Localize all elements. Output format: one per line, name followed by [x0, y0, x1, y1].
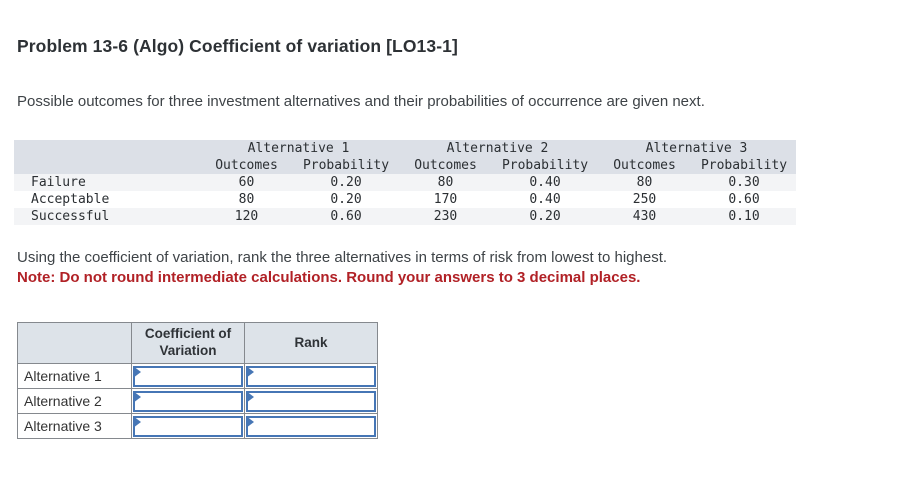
alt1-coefficient-input[interactable]: [135, 367, 241, 385]
answer-row-alt1: Alternative 1: [17, 363, 378, 389]
answer-row-alt2: Alternative 2: [17, 388, 378, 414]
answer-header-coefficient: Coefficient of Variation: [131, 322, 245, 364]
data-cell: 0.10: [728, 209, 760, 224]
alt3-coefficient-cell: [131, 413, 245, 439]
alt1-rank-inputbox[interactable]: [246, 365, 376, 387]
data-cell: 250: [632, 192, 657, 207]
data-cell: 0.30: [728, 175, 760, 190]
data-cell: 0.20: [330, 175, 362, 190]
answer-header-rank: Rank: [244, 322, 378, 364]
answer-row-label: Alternative 2: [17, 388, 132, 414]
alt2-coefficient-inputbox[interactable]: [133, 390, 243, 412]
group-header-alt3: Alternative 3: [597, 140, 796, 157]
row-label: Successful: [31, 209, 110, 224]
column-header-outcomes: Outcomes: [597, 157, 692, 174]
data-cell: 430: [632, 209, 657, 224]
outcomes-table: Alternative 1 Alternative 2 Alternative …: [14, 140, 796, 225]
problem-page: Problem 13-6 (Algo) Coefficient of varia…: [14, 36, 796, 439]
instruction-text: Using the coefficient of variation, rank…: [17, 249, 668, 266]
data-cell: 60: [238, 175, 255, 190]
answer-row-label: Alternative 3: [17, 413, 132, 439]
column-header-outcomes: Outcomes: [398, 157, 493, 174]
page-title: Problem 13-6 (Algo) Coefficient of varia…: [17, 36, 458, 56]
answer-row-alt3: Alternative 3: [17, 413, 378, 439]
row-label: Acceptable: [31, 192, 110, 207]
data-cell: 0.40: [529, 192, 561, 207]
answer-table: Coefficient of Variation Rank Alternativ…: [17, 322, 378, 439]
column-header-probability: Probability: [294, 157, 398, 174]
alt1-rank-input[interactable]: [248, 367, 374, 385]
alt3-rank-inputbox[interactable]: [246, 415, 376, 437]
row-label: Failure: [31, 175, 86, 190]
column-header-outcomes: Outcomes: [199, 157, 294, 174]
data-cell: 80: [238, 192, 255, 207]
alt3-coefficient-input[interactable]: [135, 417, 241, 435]
alt1-coefficient-inputbox[interactable]: [133, 365, 243, 387]
table-row-acceptable: Acceptable 80 0.20 170 0.40 250 0.60: [14, 191, 796, 208]
table-row-failure: Failure 60 0.20 80 0.40 80 0.30: [14, 174, 796, 191]
data-cell: 0.60: [728, 192, 760, 207]
corner-cell: [14, 157, 199, 174]
note-text: Note: Do not round intermediate calculat…: [17, 269, 641, 286]
group-header-alt2: Alternative 2: [398, 140, 597, 157]
alt3-rank-input[interactable]: [248, 417, 374, 435]
alt3-coefficient-inputbox[interactable]: [133, 415, 243, 437]
corner-cell: [14, 140, 199, 157]
table-row-successful: Successful 120 0.60 230 0.20 430 0.10: [14, 208, 796, 225]
alt2-coefficient-input[interactable]: [135, 392, 241, 410]
intro-text: Possible outcomes for three investment a…: [17, 93, 705, 110]
column-header-probability: Probability: [493, 157, 597, 174]
group-header-alt1: Alternative 1: [199, 140, 398, 157]
data-cell: 0.20: [529, 209, 561, 224]
data-cell: 80: [636, 175, 653, 190]
data-cell: 80: [437, 175, 454, 190]
data-cell: 230: [433, 209, 458, 224]
alt2-rank-cell: [244, 388, 378, 414]
alt2-coefficient-cell: [131, 388, 245, 414]
alt1-rank-cell: [244, 363, 378, 389]
column-header-probability: Probability: [692, 157, 796, 174]
data-cell: 120: [234, 209, 259, 224]
alt2-rank-input[interactable]: [248, 392, 374, 410]
data-cell: 0.40: [529, 175, 561, 190]
data-cell: 0.60: [330, 209, 362, 224]
answer-row-label: Alternative 1: [17, 363, 132, 389]
data-cell: 0.20: [330, 192, 362, 207]
alt1-coefficient-cell: [131, 363, 245, 389]
alt3-rank-cell: [244, 413, 378, 439]
answer-corner-cell: [17, 322, 132, 364]
alt2-rank-inputbox[interactable]: [246, 390, 376, 412]
data-cell: 170: [433, 192, 458, 207]
